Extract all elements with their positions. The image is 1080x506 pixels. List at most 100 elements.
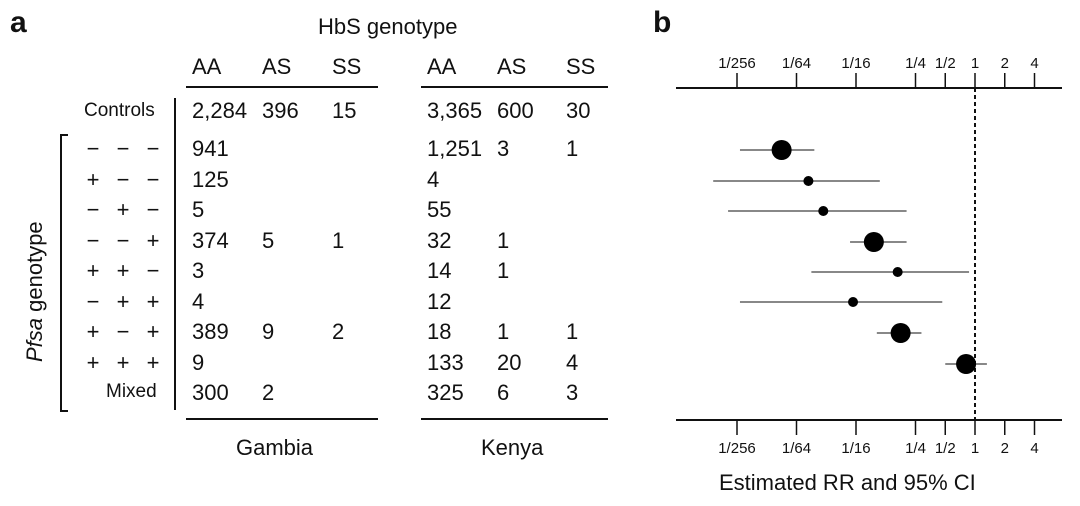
col-header-kenya-as: AS (497, 54, 527, 79)
pfsa-sign-r2-c2: − (116, 167, 130, 192)
estimate-point-row-7 (890, 323, 911, 343)
pfsa-sign-r3-c2: + (116, 197, 130, 222)
cell-kenya-r8-c2: 20 (497, 350, 522, 375)
kenya-bottom-rule (421, 418, 608, 420)
cell-kenya-r7-c1: 18 (427, 319, 452, 344)
bottom-tick-label-7: 4 (1030, 440, 1038, 457)
top-tick-label-3: 1/4 (905, 55, 926, 72)
cell-gambia-r5-c1: 3 (192, 258, 205, 283)
top-tick-label-0: 1/256 (718, 55, 756, 72)
cell-kenya-r9-c3: 3 (566, 380, 579, 405)
pfsa-sign-r6-c1: − (86, 289, 100, 314)
cell-kenya-r7-c3: 1 (566, 319, 579, 344)
pfsa-sign-r7-c1: + (86, 319, 100, 344)
cell-kenya-r5-c1: 14 (427, 258, 452, 283)
panel-a-letter: a (10, 6, 27, 39)
cell-kenya-r9-c1: 325 (427, 380, 464, 405)
cell-gambia-r9-c2: 2 (262, 380, 275, 405)
kenya-top-rule (421, 86, 608, 88)
cell-gambia-r1-c1: 941 (192, 136, 229, 161)
cell-kenya-r9-c2: 6 (497, 380, 510, 405)
bottom-axis-ticks: 1/256 1/64 1/16 1/4 1/2 1 2 4 (718, 420, 1039, 457)
controls-gambia-ss: 15 (332, 98, 357, 123)
cell-kenya-r8-c1: 133 (427, 350, 464, 375)
cell-gambia-r8-c1: 9 (192, 350, 205, 375)
col-header-gambia-ss: SS (332, 54, 362, 79)
bottom-tick-label-0: 1/256 (718, 440, 756, 457)
cell-gambia-r7-c3: 2 (332, 319, 345, 344)
top-axis-ticks: 1/256 1/64 1/16 1/4 1/2 1 2 4 (718, 55, 1039, 88)
cell-gambia-r4-c2: 5 (262, 228, 275, 253)
cell-gambia-r9-c1: 300 (192, 380, 229, 405)
pfsa-sign-r4-c3: + (146, 228, 160, 253)
cell-kenya-r2-c1: 4 (427, 167, 440, 192)
hbs-genotype-title: HbS genotype (318, 14, 458, 39)
cell-kenya-r1-c1: 1,251 (427, 136, 483, 161)
col-header-kenya-ss: SS (566, 54, 596, 79)
bottom-tick-label-6: 2 (1001, 440, 1009, 457)
col-header-gambia-aa: AA (192, 54, 222, 79)
cell-kenya-r4-c1: 32 (427, 228, 452, 253)
col-header-gambia-as: AS (262, 54, 292, 79)
gambia-label: Gambia (236, 435, 314, 460)
controls-gambia-aa: 2,284 (192, 98, 248, 123)
estimate-point-row-2 (803, 176, 814, 186)
cell-kenya-r1-c3: 1 (566, 136, 579, 161)
pfsa-sign-r4-c1: − (86, 228, 100, 253)
controls-kenya-as: 600 (497, 98, 534, 123)
pfsa-sign-r2-c1: + (86, 167, 100, 192)
panel-b-letter: b (653, 6, 672, 39)
cell-gambia-r4-c3: 1 (332, 228, 345, 253)
top-tick-label-7: 4 (1030, 55, 1038, 72)
estimate-point-row-3 (818, 206, 829, 216)
kenya-label: Kenya (481, 435, 544, 460)
pfsa-sign-r2-c3: − (146, 167, 160, 192)
cell-gambia-r2-c1: 125 (192, 167, 229, 192)
pfsa-sign-r3-c1: − (86, 197, 100, 222)
cell-kenya-r7-c2: 1 (497, 319, 510, 344)
controls-kenya-ss: 30 (566, 98, 591, 123)
cell-gambia-r7-c2: 9 (262, 319, 275, 344)
cell-gambia-r4-c1: 374 (192, 228, 229, 253)
pfsa-sign-r1-c3: − (146, 136, 160, 161)
cell-kenya-r3-c1: 55 (427, 197, 452, 222)
estimate-point-row-1 (771, 140, 792, 160)
pfsa-bracket (60, 134, 62, 412)
top-tick-label-4: 1/2 (935, 55, 956, 72)
cell-kenya-r4-c2: 1 (497, 228, 510, 253)
pfsa-sign-r7-c2: − (116, 319, 130, 344)
bottom-tick-label-1: 1/64 (782, 440, 811, 457)
pfsa-bracket-bottom (60, 410, 68, 412)
controls-label: Controls (84, 100, 155, 121)
x-axis-label: Estimated RR and 95% CI (719, 470, 976, 495)
top-tick-label-1: 1/64 (782, 55, 811, 72)
col-header-kenya-aa: AA (427, 54, 457, 79)
pfsa-sign-r3-c3: − (146, 197, 160, 222)
mixed-label: Mixed (106, 381, 157, 402)
top-tick-label-6: 2 (1001, 55, 1009, 72)
pfsa-sign-r1-c1: − (86, 136, 100, 161)
estimate-points (713, 140, 987, 374)
pfsa-sign-r1-c2: − (116, 136, 130, 161)
pfsa-sign-r8-c3: + (146, 350, 160, 375)
controls-kenya-aa: 3,365 (427, 98, 483, 123)
pfsa-sign-r5-c3: − (146, 258, 160, 283)
cell-kenya-r6-c1: 12 (427, 289, 452, 314)
gambia-bottom-rule (186, 418, 378, 420)
controls-gambia-as: 396 (262, 98, 299, 123)
top-tick-label-2: 1/16 (841, 55, 870, 72)
pfsa-sign-r5-c2: + (116, 258, 130, 283)
top-tick-label-5: 1 (971, 55, 979, 72)
pfsa-sign-r6-c2: + (116, 289, 130, 314)
bottom-tick-label-3: 1/4 (905, 440, 926, 457)
cell-gambia-r3-c1: 5 (192, 197, 205, 222)
pfsa-sign-r5-c1: + (86, 258, 100, 283)
cell-gambia-r7-c1: 389 (192, 319, 229, 344)
estimate-point-row-4 (863, 232, 884, 252)
bottom-tick-label-5: 1 (971, 440, 979, 457)
cell-kenya-r1-c2: 3 (497, 136, 510, 161)
bottom-tick-label-4: 1/2 (935, 440, 956, 457)
bottom-tick-label-2: 1/16 (841, 440, 870, 457)
cell-gambia-r6-c1: 4 (192, 289, 205, 314)
